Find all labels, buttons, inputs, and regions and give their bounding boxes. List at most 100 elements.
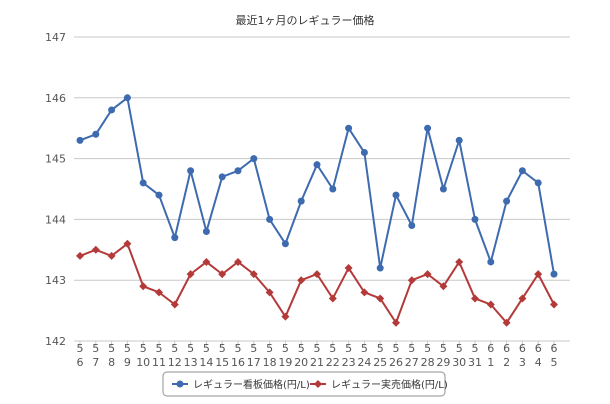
data-point xyxy=(123,94,131,102)
data-point xyxy=(487,258,495,266)
data-point xyxy=(218,173,226,181)
y-tick-label: 144 xyxy=(45,213,66,226)
x-tick-label-day: 18 xyxy=(263,356,277,369)
x-tick-label-month: 5 xyxy=(361,342,368,355)
legend-label: レギュラー看板価格(円/L) xyxy=(193,378,310,391)
data-point xyxy=(108,106,116,114)
series-2 xyxy=(76,239,558,327)
x-tick-label-day: 2 xyxy=(503,356,510,369)
x-tick-label-month: 5 xyxy=(282,342,289,355)
data-point xyxy=(455,136,463,144)
data-point xyxy=(139,282,148,291)
data-point xyxy=(455,257,464,266)
x-tick-label-month: 5 xyxy=(171,342,178,355)
x-tick-label-day: 16 xyxy=(231,356,245,369)
x-tick-label-month: 5 xyxy=(266,342,273,355)
x-tick-label-month: 6 xyxy=(551,342,558,355)
x-tick-label-month: 5 xyxy=(298,342,305,355)
x-tick-label-day: 7 xyxy=(92,356,99,369)
data-point xyxy=(265,288,274,297)
x-tick-label-month: 5 xyxy=(108,342,115,355)
data-point xyxy=(250,155,258,163)
x-tick-label-month: 5 xyxy=(77,342,84,355)
data-point xyxy=(123,239,132,248)
x-tick-label-month: 6 xyxy=(503,342,510,355)
data-point xyxy=(76,136,84,144)
data-point xyxy=(297,276,306,285)
x-tick-label-month: 5 xyxy=(314,342,321,355)
data-point xyxy=(345,124,353,132)
x-tick-label-day: 9 xyxy=(124,356,131,369)
x-tick-label-day: 23 xyxy=(342,356,356,369)
x-tick-label-month: 5 xyxy=(377,342,384,355)
x-tick-label-month: 5 xyxy=(250,342,257,355)
x-tick-label-day: 12 xyxy=(168,356,182,369)
data-point xyxy=(360,288,369,297)
x-tick-label-month: 5 xyxy=(393,342,400,355)
data-point xyxy=(92,130,100,138)
data-point xyxy=(439,282,448,291)
data-point xyxy=(360,149,368,157)
legend-marker xyxy=(314,380,322,388)
data-point xyxy=(313,270,321,279)
data-point xyxy=(155,288,163,297)
legend-frame xyxy=(162,371,446,397)
x-tick-label-month: 6 xyxy=(535,342,542,355)
x-tick-label-month: 5 xyxy=(408,342,415,355)
x-tick-label-day: 11 xyxy=(152,356,166,369)
y-tick-label: 146 xyxy=(45,92,66,105)
legend-label: レギュラー実売価格(円/L) xyxy=(331,378,448,391)
x-tick-label-day: 15 xyxy=(215,356,229,369)
x-tick-label-day: 27 xyxy=(405,356,419,369)
data-point xyxy=(439,185,447,193)
x-tick-label-day: 21 xyxy=(310,356,324,369)
x-tick-label-day: 24 xyxy=(357,356,371,369)
data-point xyxy=(407,276,416,285)
x-tick-label-day: 1 xyxy=(487,356,494,369)
data-point xyxy=(534,179,542,187)
data-point xyxy=(518,294,527,303)
data-point xyxy=(234,257,242,266)
x-tick-label-day: 22 xyxy=(326,356,340,369)
legend[interactable]: レギュラー看板価格(円/L) レギュラー実売価格(円/L) xyxy=(162,371,448,397)
data-point xyxy=(202,257,211,266)
data-point xyxy=(107,251,116,260)
data-point xyxy=(502,318,511,327)
x-tick-label-month: 5 xyxy=(140,342,147,355)
data-point xyxy=(249,270,258,279)
data-point xyxy=(171,234,179,242)
x-tick-label-day: 10 xyxy=(136,356,150,369)
chart-title: 最近1ヶ月のレギュラー価格 xyxy=(236,13,375,27)
data-point xyxy=(155,191,163,199)
y-tick-label: 147 xyxy=(45,31,66,44)
y-tick-label: 142 xyxy=(45,335,66,348)
grid-lines xyxy=(74,36,570,342)
data-point xyxy=(518,167,526,175)
x-tick-label-day: 13 xyxy=(184,356,198,369)
data-point xyxy=(392,191,400,199)
data-point xyxy=(202,228,210,236)
x-tick-label-month: 5 xyxy=(345,342,352,355)
data-point xyxy=(281,312,290,321)
x-tick-label-day: 31 xyxy=(468,356,482,369)
y-tick-label: 145 xyxy=(45,153,66,166)
data-point xyxy=(424,124,432,132)
data-point xyxy=(234,167,242,175)
data-point xyxy=(329,185,337,193)
data-point xyxy=(550,270,558,278)
series-group xyxy=(76,94,558,327)
data-point xyxy=(550,300,558,309)
legend-item-2[interactable]: レギュラー実売価格(円/L) xyxy=(310,378,448,391)
x-tick-label-day: 8 xyxy=(108,356,115,369)
data-point xyxy=(139,179,147,187)
x-tick-label-month: 6 xyxy=(487,342,494,355)
x-tick-label-month: 5 xyxy=(124,342,131,355)
x-tick-label-month: 5 xyxy=(203,342,210,355)
legend-item-1[interactable]: レギュラー看板価格(円/L) xyxy=(172,378,310,391)
data-point xyxy=(486,300,495,309)
x-tick-label-month: 5 xyxy=(156,342,163,355)
x-tick-label-month: 5 xyxy=(187,342,194,355)
x-tick-label-month: 5 xyxy=(219,342,226,355)
legend-marker xyxy=(176,380,184,388)
